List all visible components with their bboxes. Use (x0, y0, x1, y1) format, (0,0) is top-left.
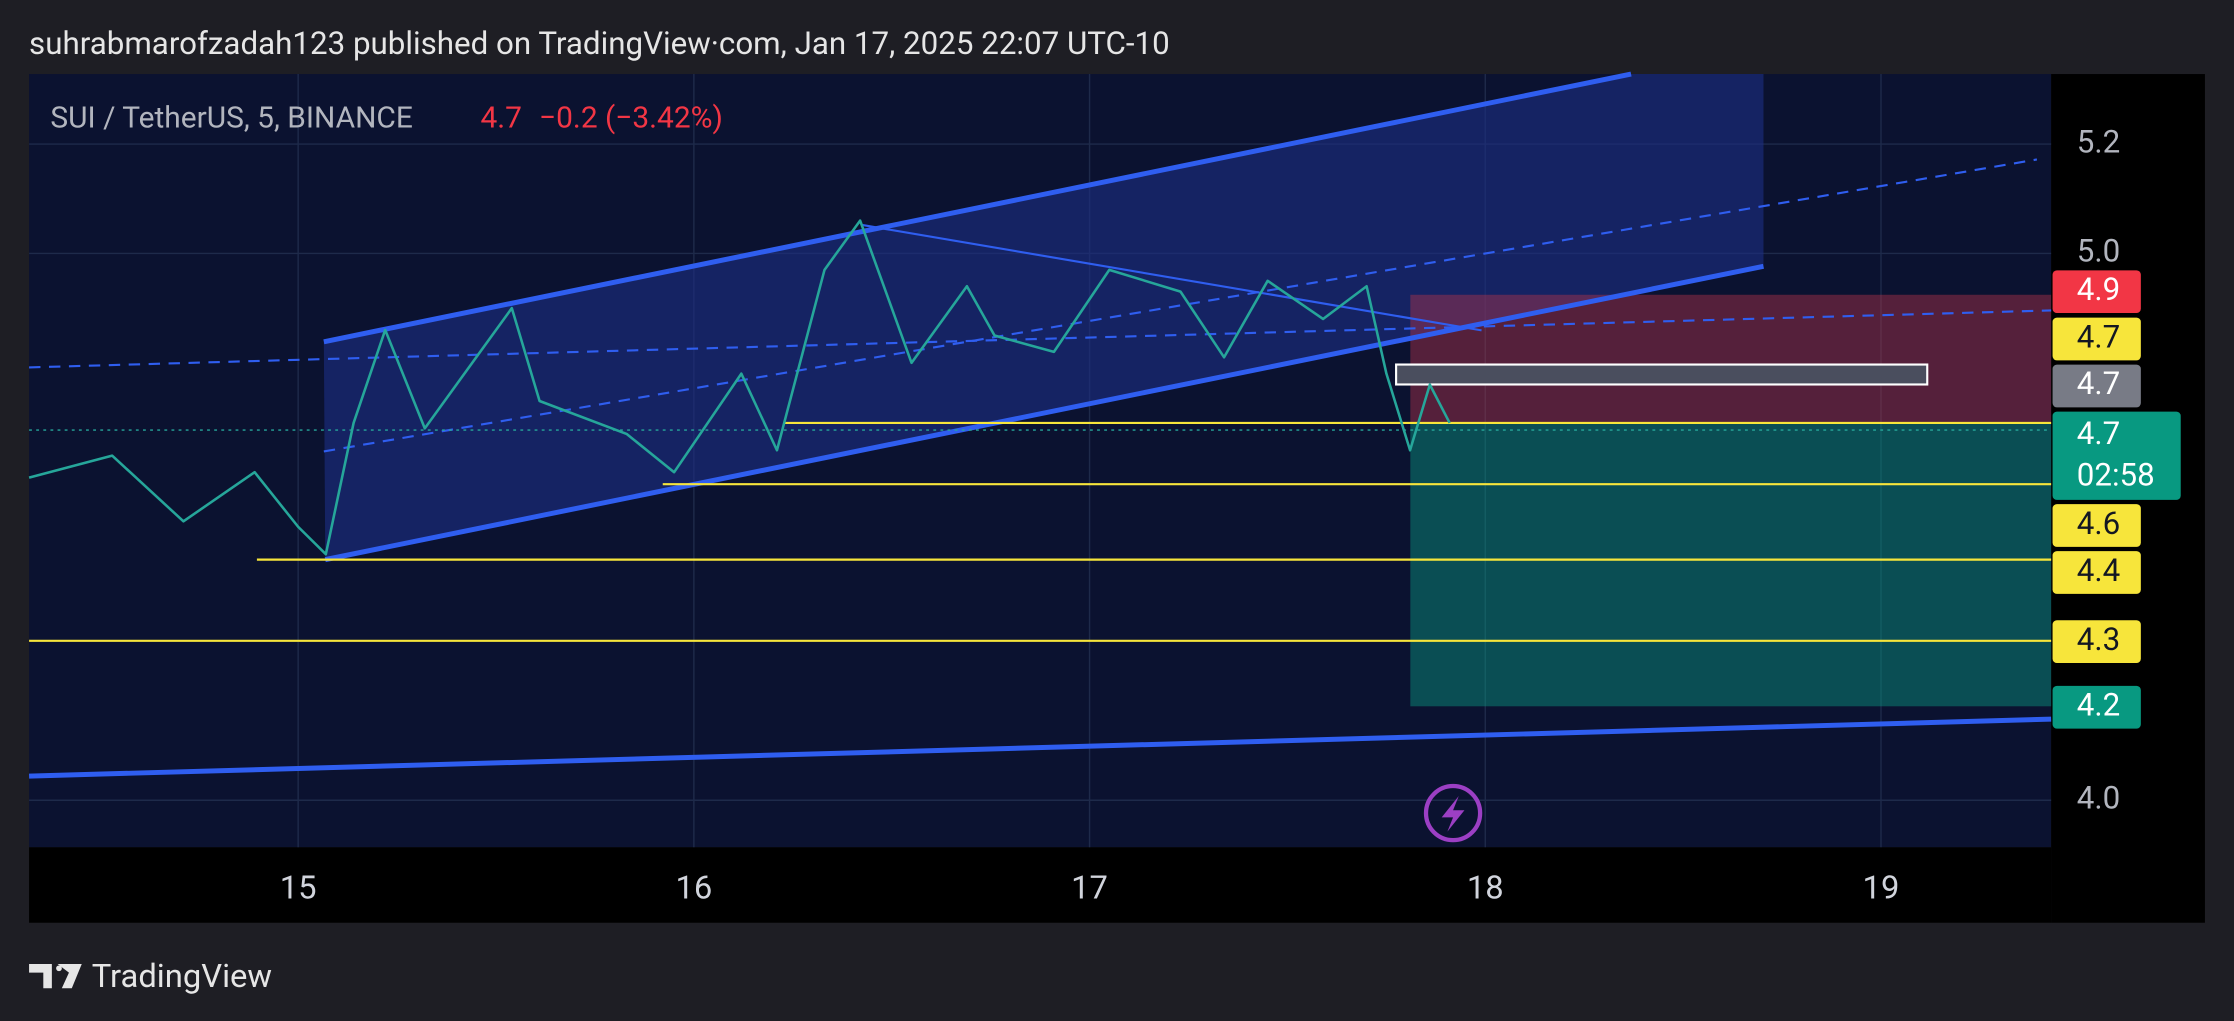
channel-lower (324, 263, 1764, 563)
price-label-box (2052, 620, 2141, 664)
stop-zone (1410, 294, 2052, 423)
logo-mark (29, 964, 82, 989)
last-price: 4.7 (480, 101, 521, 136)
x-tick-label: 18 (1467, 869, 1504, 907)
price-label-box (2052, 551, 2141, 594)
header-text: suhrabmarofzadah123 published on Trading… (29, 25, 1170, 62)
x-tick-label: 17 (1071, 869, 1108, 907)
price-label: 4.7 (2077, 318, 2120, 355)
brand-logo (29, 964, 82, 989)
series (28, 219, 1451, 556)
drawn-box (1395, 363, 1929, 386)
time-axis (29, 847, 2052, 923)
thin-trendline (861, 223, 1482, 332)
target-zone (1410, 422, 2052, 707)
countdown: 02:58 (2077, 456, 2155, 493)
channel-upper (323, 71, 1632, 345)
icon-ring (1423, 783, 1483, 843)
channel-fill (323, 74, 1764, 560)
price-label-box (2052, 270, 2141, 314)
price-label: 4.7 (2077, 365, 2120, 402)
price-label-box (2052, 364, 2141, 408)
price-label: 4.6 (2077, 505, 2120, 542)
icon-bolt (1441, 796, 1465, 832)
brand-name: TradingView (92, 957, 272, 995)
lightning-icon (1423, 783, 1483, 843)
price-label: 4.7 (2077, 415, 2120, 452)
price-label: 4.9 (2077, 271, 2120, 308)
price-line (28, 219, 1451, 556)
y-tick-label: 5.0 (2077, 233, 2120, 270)
x-tick-label: 16 (675, 869, 712, 907)
price-label-box (2052, 685, 2141, 729)
long-trendline (29, 716, 2052, 779)
price-label-box (2052, 504, 2141, 547)
logo-dot (56, 965, 62, 972)
symbol-info: SUI / TetherUS, 5, BINANCE (50, 101, 412, 136)
dashed-trend (29, 309, 2052, 369)
price-label: 4.2 (2077, 687, 2120, 724)
y-tick-label: 4.0 (2077, 780, 2120, 817)
price-label-box (2052, 411, 2181, 500)
channel-mid (323, 158, 2038, 453)
price-change: −0.2 (−3.42%) (539, 101, 723, 136)
y-tick-label: 5.2 (2077, 123, 2120, 160)
price-label: 4.3 (2077, 621, 2120, 658)
x-tick-label: 19 (1863, 869, 1900, 907)
price-label: 4.4 (2077, 552, 2120, 589)
price-label-box (2052, 317, 2141, 361)
x-tick-label: 15 (280, 869, 317, 907)
